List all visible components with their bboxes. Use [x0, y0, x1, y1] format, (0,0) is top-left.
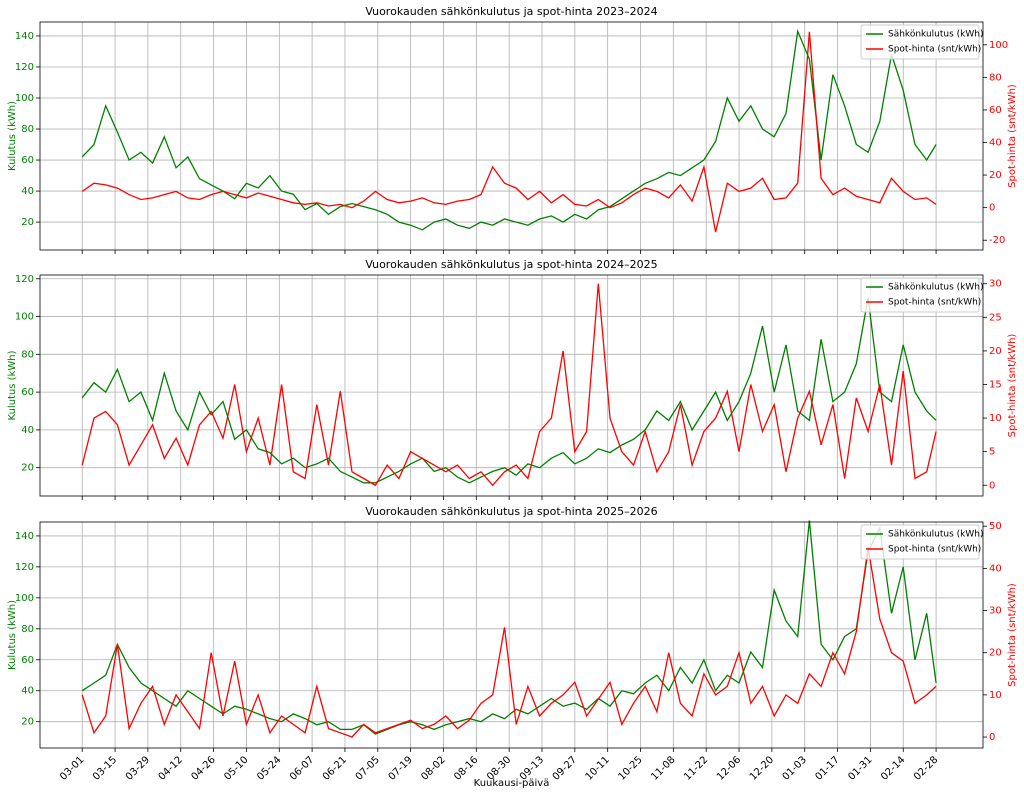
legend-box — [860, 24, 980, 60]
y2-axis-label: Spot-hinta (snt/kWh) — [1007, 84, 1018, 188]
series-line — [81, 31, 937, 233]
y2-tick-label: 15 — [989, 379, 1002, 390]
x-tick-label: 04-12 — [157, 754, 185, 782]
y2-tick-label: 30 — [989, 606, 1002, 617]
x-tick-label: 03-29 — [124, 754, 152, 782]
plot-frame — [39, 21, 984, 251]
legend: Sähkönkulutus (kWh) Spot-hinta (snt/kWh) — [860, 24, 984, 60]
y2-tick-label: -20 — [989, 235, 1005, 246]
y2-tick-label: 100 — [989, 40, 1008, 51]
y-tick-label: 20 — [21, 217, 34, 228]
x-tick-label: 09-27 — [551, 754, 579, 782]
x-tick-label: 07-05 — [354, 754, 382, 782]
series-line — [81, 297, 937, 484]
x-tick-label: 11-22 — [682, 754, 710, 782]
x-tick-label: 01-17 — [813, 754, 841, 782]
y-tick-label: 40 — [21, 425, 34, 436]
y-tick-label: 60 — [21, 155, 34, 166]
y2-axis-label: Spot-hinta (snt/kWh) — [1007, 583, 1018, 687]
legend-label: Spot-hinta (snt/kWh) — [888, 545, 981, 555]
legend: Sähkönkulutus (kWh) Spot-hinta (snt/kWh) — [860, 277, 984, 313]
y-axis-label: Kulutus (kWh) — [7, 101, 18, 171]
legend: Sähkönkulutus (kWh) Spot-hinta (snt/kWh) — [860, 524, 984, 560]
x-tick-label: 12-06 — [715, 754, 743, 782]
y2-tick-label: 20 — [989, 170, 1002, 181]
x-tick-label: 07-19 — [387, 754, 415, 782]
y2-tick-label: 60 — [989, 105, 1002, 116]
y-tick-label: 100 — [15, 312, 34, 323]
legend-label: Sähkönkulutus (kWh) — [888, 30, 984, 40]
y2-tick-label: 0 — [989, 203, 995, 214]
y2-tick-label: 10 — [989, 690, 1002, 701]
legend-label: Sähkönkulutus (kWh) — [888, 530, 984, 540]
y2-tick-label: 40 — [989, 563, 1002, 574]
series-line — [81, 283, 937, 487]
y2-tick-label: 25 — [989, 312, 1002, 323]
y-tick-label: 100 — [15, 93, 34, 104]
y-axis-label: Kulutus (kWh) — [7, 350, 18, 420]
y-tick-label: 80 — [21, 124, 34, 135]
chart-title: Vuorokauden sähkönkulutus ja spot-hinta … — [365, 505, 657, 518]
y-tick-label: 60 — [21, 387, 34, 398]
x-tick-label: 10-11 — [584, 754, 612, 782]
x-tick-label: 11-08 — [649, 754, 677, 782]
y2-tick-label: 10 — [989, 413, 1002, 424]
x-tick-label: 08-02 — [419, 754, 447, 782]
y2-tick-label: 40 — [989, 138, 1002, 149]
x-axis-label: Kuukausi-päivä — [474, 778, 550, 789]
x-tick-label: 04-26 — [190, 754, 218, 782]
x-tick-label: 12-20 — [748, 754, 776, 782]
x-tick-label: 03-15 — [91, 754, 119, 782]
y2-tick-label: 50 — [989, 521, 1002, 532]
x-tick-label: 02-14 — [879, 754, 907, 782]
y2-tick-label: 0 — [989, 480, 995, 491]
y2-axis-label: Spot-hinta (snt/kWh) — [1007, 334, 1018, 438]
chart-title: Vuorokauden sähkönkulutus ja spot-hinta … — [365, 258, 657, 271]
x-tick-label: 10-25 — [616, 754, 644, 782]
x-tick-label: 05-24 — [255, 754, 283, 782]
y-tick-label: 100 — [15, 593, 34, 604]
x-tick-label: 02-28 — [912, 754, 940, 782]
y2-tick-label: 20 — [989, 346, 1002, 357]
legend-box — [860, 524, 980, 560]
y2-tick-label: 5 — [989, 447, 995, 458]
y2-tick-label: 0 — [989, 732, 995, 743]
y-tick-label: 120 — [15, 62, 34, 73]
y-tick-label: 40 — [21, 186, 34, 197]
x-tick-label: 05-10 — [222, 754, 250, 782]
y-tick-label: 40 — [21, 686, 34, 697]
y-tick-label: 120 — [15, 562, 34, 573]
y-tick-label: 20 — [21, 463, 34, 474]
legend-label: Spot-hinta (snt/kWh) — [888, 298, 981, 308]
legend-label: Sähkönkulutus (kWh) — [888, 283, 984, 293]
legend-label: Spot-hinta (snt/kWh) — [888, 45, 981, 55]
y-tick-label: 120 — [15, 274, 34, 285]
x-tick-label: 06-07 — [288, 754, 316, 782]
y-tick-label: 140 — [15, 31, 34, 42]
plot-frame — [39, 274, 984, 497]
chart-title: Vuorokauden sähkönkulutus ja spot-hinta … — [365, 5, 657, 18]
y-tick-label: 80 — [21, 624, 34, 635]
x-tick-label: 03-01 — [58, 754, 86, 782]
y-tick-label: 20 — [21, 717, 34, 728]
y2-tick-label: 30 — [989, 279, 1002, 290]
x-tick-label: 01-31 — [846, 754, 874, 782]
y2-tick-label: 20 — [989, 648, 1002, 659]
series-line — [81, 520, 937, 735]
y-tick-label: 140 — [15, 531, 34, 542]
y-axis-label: Kulutus (kWh) — [7, 600, 18, 670]
series-line — [81, 547, 937, 738]
x-tick-label: 06-21 — [321, 754, 349, 782]
x-tick-label: 01-03 — [781, 754, 809, 782]
y-tick-label: 80 — [21, 349, 34, 360]
y2-tick-label: 80 — [989, 72, 1002, 83]
plot-frame — [39, 521, 984, 749]
legend-box — [860, 277, 980, 313]
y-tick-label: 60 — [21, 655, 34, 666]
